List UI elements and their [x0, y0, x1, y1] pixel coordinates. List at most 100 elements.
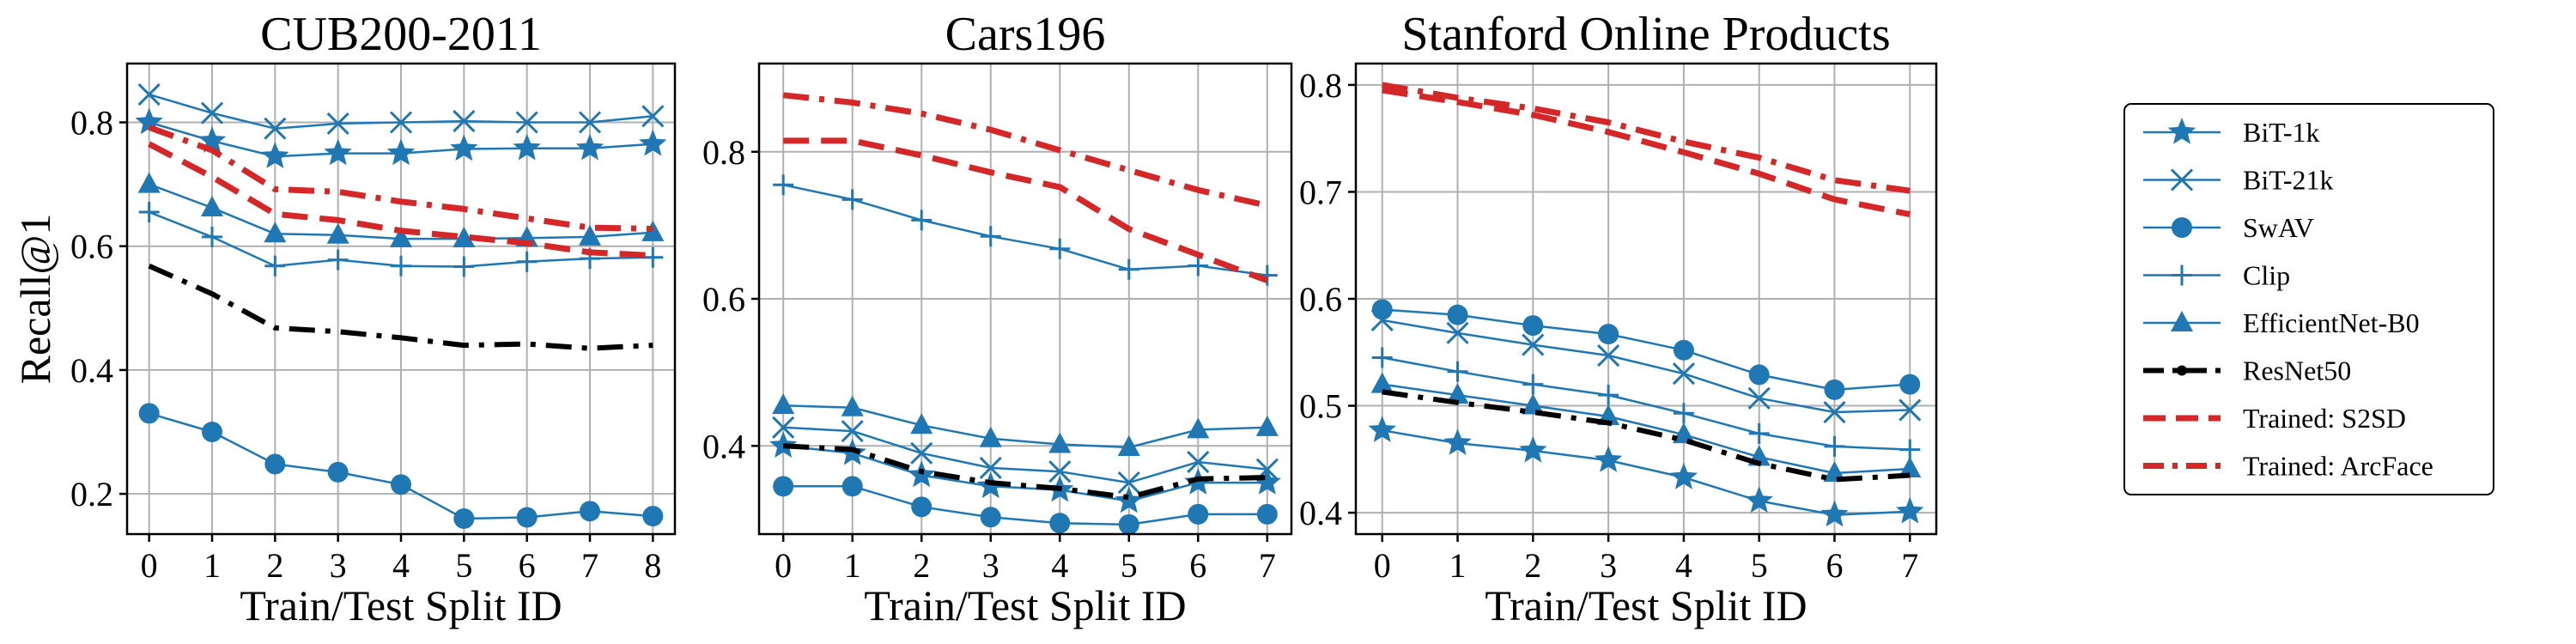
legend-label: Clip — [2243, 260, 2290, 291]
legend-marker — [2167, 118, 2196, 144]
x-tick-label: 0 — [141, 546, 158, 585]
x-tick-label: 2 — [266, 546, 283, 585]
data-point — [138, 202, 160, 223]
data-point — [1899, 457, 1922, 478]
data-point — [513, 133, 541, 161]
data-point — [1443, 428, 1472, 455]
data-point — [1368, 416, 1396, 442]
data-point — [911, 210, 933, 231]
data-point — [773, 476, 794, 497]
legend-label: BiT-1k — [2243, 117, 2320, 148]
data-point — [841, 476, 863, 497]
data-point — [1594, 446, 1623, 472]
x-tick-label: 5 — [455, 546, 472, 585]
y-tick-label: 0.5 — [1299, 387, 1342, 426]
series-line-trained-arcface — [782, 92, 1268, 209]
data-point — [1598, 324, 1619, 345]
y-axis-label: Recall@1 — [11, 214, 59, 385]
data-point — [1824, 379, 1845, 400]
plot-frame — [1354, 62, 1938, 536]
data-point — [515, 111, 538, 134]
x-tick-label: 1 — [844, 546, 861, 585]
series-line-trained-arcface — [148, 125, 653, 232]
y-tick-label: 0.8 — [702, 133, 745, 172]
series-line-trained-s2sd — [1382, 87, 1911, 218]
data-point — [1747, 386, 1771, 410]
y-tick-label: 0.8 — [70, 104, 113, 143]
data-point — [1188, 255, 1209, 276]
data-point — [1115, 486, 1143, 513]
data-point — [1187, 451, 1210, 474]
data-point — [453, 227, 476, 248]
data-point — [453, 507, 475, 529]
data-point — [1522, 333, 1545, 356]
x-tick-label: 7 — [581, 546, 598, 585]
data-point — [1823, 461, 1846, 483]
legend-marker — [2177, 365, 2187, 376]
legend-label: ResNet50 — [2243, 355, 2351, 386]
data-point — [1256, 503, 1278, 525]
series-line-clip — [782, 184, 1267, 276]
data-point — [1824, 435, 1845, 457]
data-point — [138, 403, 160, 424]
legend: BiT-1k BiT-21k SwAV Clip EfficientNet-B0 ResN… — [2123, 103, 2494, 495]
legend-entry: EfficientNet-B0 — [2143, 307, 2420, 338]
x-tick-label: 7 — [1901, 546, 1918, 585]
y-tick-label: 0.7 — [1299, 173, 1342, 211]
data-point — [1672, 422, 1695, 444]
data-point — [1253, 468, 1281, 495]
data-point — [1672, 362, 1695, 386]
x-axis-label: Train/Test Split ID — [1485, 581, 1807, 629]
data-point — [910, 441, 933, 465]
data-point — [200, 101, 224, 125]
legend-entry: Clip — [2143, 260, 2290, 291]
y-tick-label: 0.4 — [702, 427, 745, 465]
legend-marker — [2172, 217, 2192, 238]
data-point — [1896, 496, 1924, 524]
data-point — [453, 109, 476, 133]
data-point — [450, 134, 478, 161]
data-point — [1745, 486, 1773, 513]
x-tick-label: 3 — [1600, 546, 1617, 585]
x-tick-label: 5 — [1751, 546, 1768, 585]
data-point — [1823, 400, 1846, 424]
data-point — [580, 501, 600, 522]
data-point — [1748, 422, 1770, 444]
data-point — [326, 112, 349, 136]
data-point — [1117, 434, 1140, 456]
data-point — [641, 220, 665, 241]
data-point — [516, 507, 538, 528]
x-tick-label: 4 — [1051, 546, 1068, 585]
data-point — [1522, 374, 1544, 395]
data-point — [1048, 432, 1072, 453]
data-point — [841, 395, 864, 416]
data-point — [1447, 361, 1468, 382]
data-point — [1820, 500, 1849, 527]
data-point — [1371, 347, 1393, 368]
data-point — [1117, 471, 1140, 495]
plot-frame — [125, 62, 677, 536]
chart-panel-3: 0 1 2 3 4 5 6 7 0.4 0.5 0.6 0.7 0.8 Stanford Online P… — [1299, 8, 1938, 629]
data-point — [264, 222, 287, 243]
x-tick-label: 6 — [519, 546, 536, 585]
series-line-resnet50 — [1382, 389, 1911, 483]
series-line-bit-21k — [1382, 319, 1911, 414]
data-point — [1597, 343, 1620, 368]
data-point — [1899, 398, 1922, 422]
data-point — [773, 174, 794, 196]
data-point — [1255, 415, 1279, 436]
data-point — [327, 249, 349, 270]
legend-entry: Trained: ArcFace — [2143, 451, 2433, 482]
legend-label: EfficientNet-B0 — [2243, 307, 2420, 338]
x-tick-label: 1 — [204, 546, 221, 585]
y-tick-label: 0.2 — [70, 475, 113, 513]
data-point — [1188, 503, 1209, 525]
data-point — [1048, 460, 1072, 483]
data-point — [1519, 435, 1547, 463]
data-point — [386, 138, 416, 166]
y-tick-label: 0.8 — [1299, 66, 1342, 105]
data-point — [1673, 339, 1694, 361]
series-line-trained-s2sd — [148, 141, 653, 258]
legend-marker — [2172, 264, 2192, 286]
data-point — [326, 222, 349, 244]
